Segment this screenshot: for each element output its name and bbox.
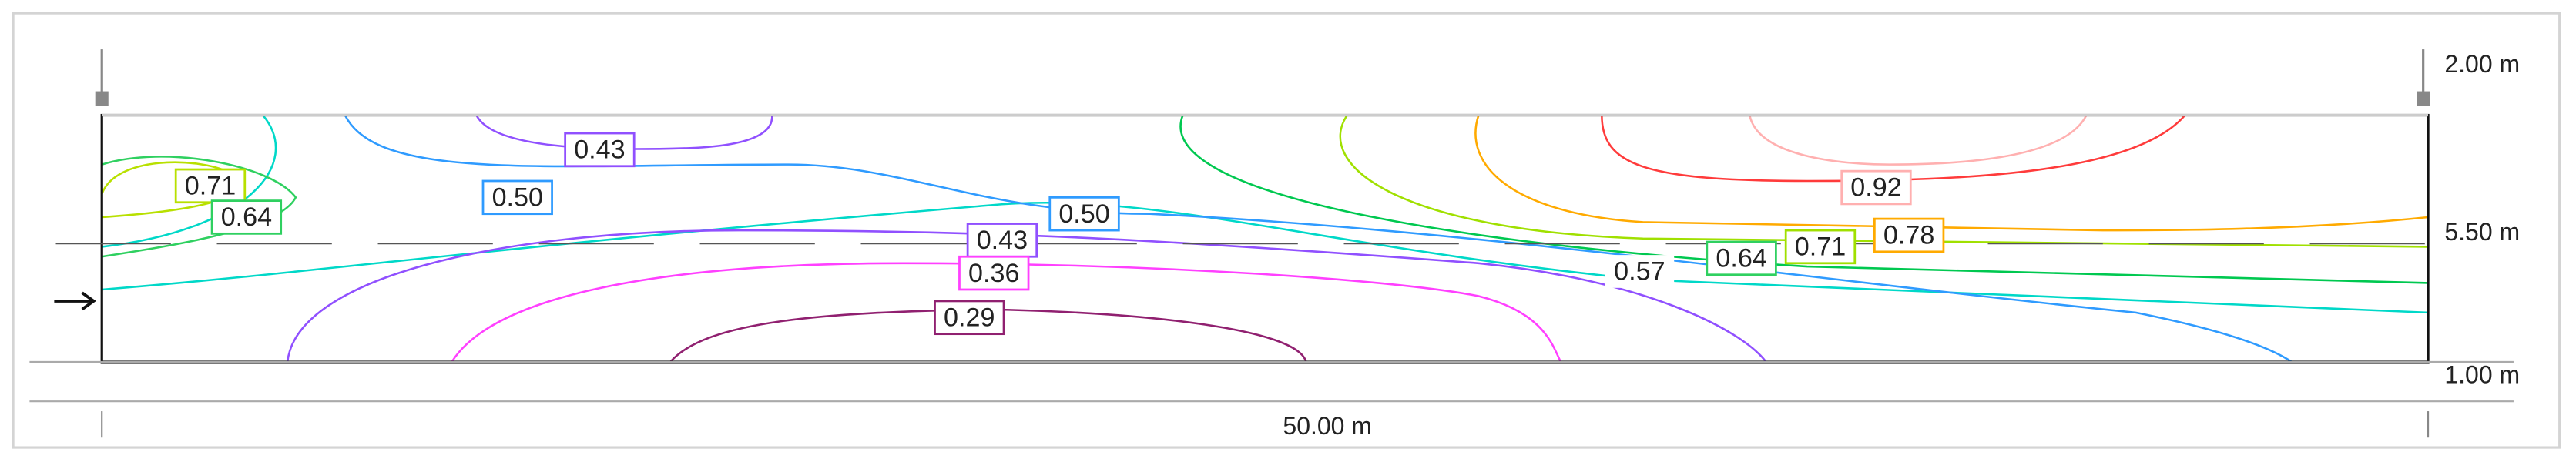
contour-label: 0.71 [1784,229,1857,265]
label-box [1605,255,1675,288]
label-box [1784,229,1857,265]
contour-line [1749,114,2088,166]
contour-line [1179,115,2429,284]
label-box [210,199,283,235]
contour-label: 0.43 [966,223,1038,258]
contour-line [102,114,277,248]
contour-value: 0.92 [1850,173,1901,203]
label-box [174,168,247,204]
contour-label: 0.57 [1605,255,1675,288]
contour-value: 0.43 [977,226,1028,255]
length-label: 50.00 m [1283,412,1372,440]
label-box [958,255,1030,291]
contour-label: 0.50 [481,179,553,216]
piezometer-right [2417,49,2430,106]
contour-value: 0.78 [1883,221,1934,250]
contour-label: 0.92 [1840,169,1912,206]
contour-value: 0.50 [492,183,543,212]
label-box [481,179,553,216]
contour-label: 0.36 [958,255,1030,291]
contour-label: 0.43 [564,132,636,168]
contour-value: 0.64 [1716,244,1766,273]
level-label: 2.00 m [2444,50,2520,78]
label-box [966,223,1038,258]
label-box [1840,169,1912,206]
label-box [934,300,1005,336]
label-box [564,132,636,168]
label-box [1706,240,1777,276]
contour-label: 0.29 [934,300,1005,336]
contour-value: 0.57 [1614,257,1665,286]
contour-label: 0.71 [174,168,247,204]
contour-value: 0.71 [185,172,236,201]
contour-value: 0.43 [574,136,625,165]
contour-value: 0.71 [1795,233,1846,262]
contour-value: 0.29 [944,303,995,332]
contour-value: 0.64 [221,203,272,232]
contour-label: 0.78 [1873,217,1945,253]
contour-label: 0.50 [1048,196,1120,232]
piezometer-left [95,49,109,106]
contour-line [475,114,773,150]
contour-line [1474,115,2429,232]
contour-line [451,262,1562,363]
level-label: 1.00 m [2444,361,2520,389]
label-box [1048,196,1120,232]
contour-line [101,156,297,258]
contour-value: 0.50 [1058,199,1109,229]
label-box [1873,217,1945,253]
contour-label: 0.64 [1706,240,1777,276]
contour-line [1339,114,2429,248]
contour-line [1601,114,2186,183]
contour-value: 0.36 [968,259,1019,288]
contour-label: 0.64 [210,199,283,235]
flow-arrow [54,291,96,311]
level-label: 5.50 m [2444,218,2520,246]
